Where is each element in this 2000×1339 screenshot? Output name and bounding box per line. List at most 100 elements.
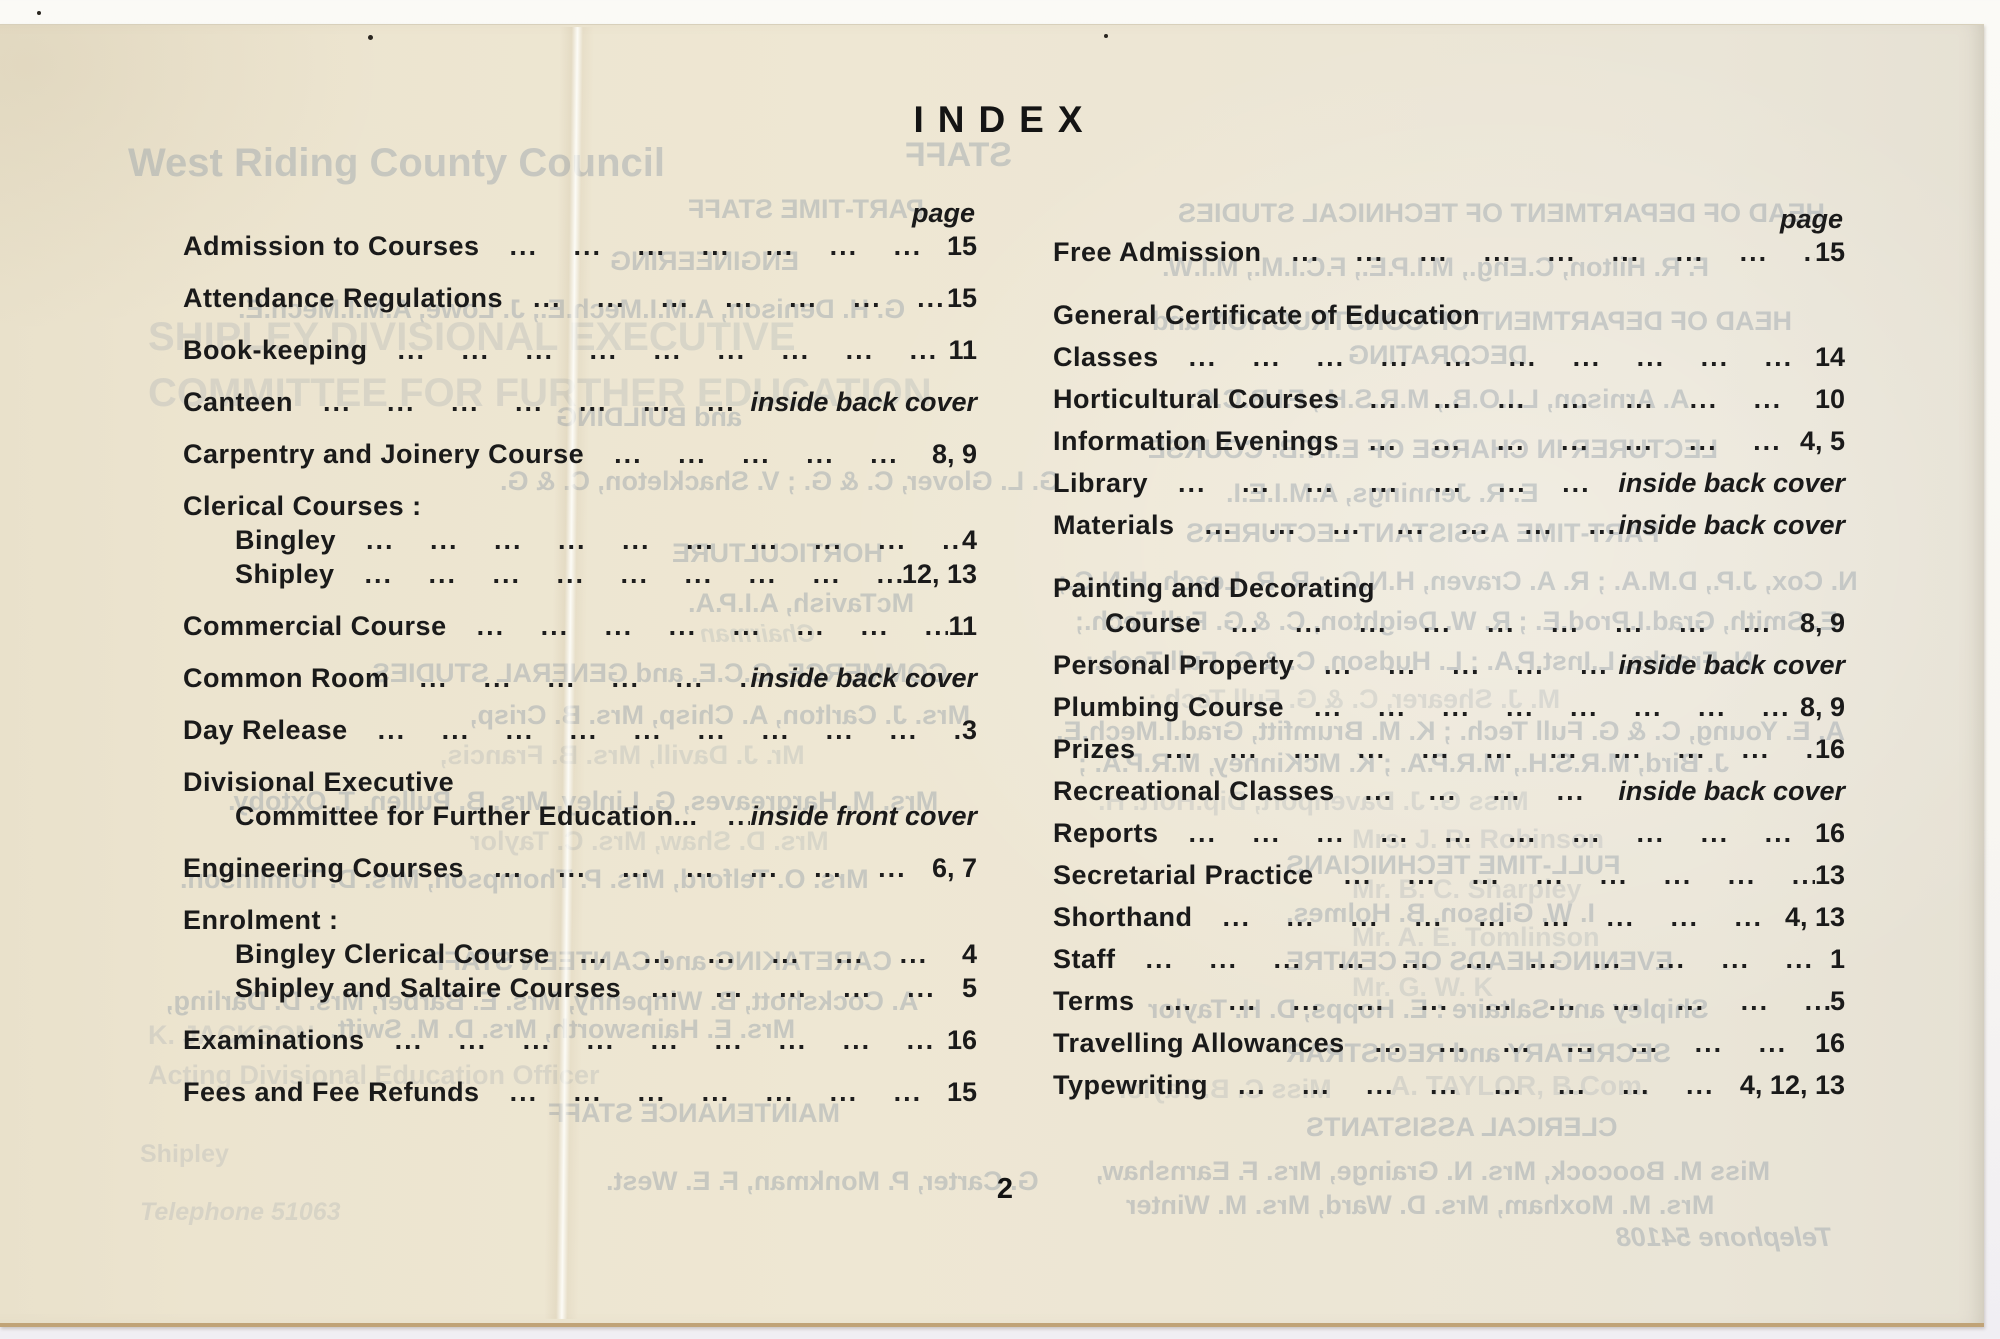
entry-page: 16 [946,1025,977,1055]
entry-page: 10 [1814,384,1845,414]
dot-leader: ... ... ... ... ... ... ... ... ... ... … [1324,650,1618,680]
entry-page: inside back cover [750,663,977,693]
index-entry: Information Evenings ... ... ... ... ... … [1053,425,1845,458]
dot-leader: ... ... ... ... ... ... ... ... ... ... … [1369,426,1800,456]
entry-label: Free Admission [1053,237,1262,267]
page-number: 2 [996,1173,1014,1205]
index-entry: Commercial Course ... ... ... ... ... ...… [183,610,977,643]
entry-page: 4, 5 [1799,426,1845,456]
entry-page: inside back cover [1618,468,1845,498]
entry-page: inside back cover [1618,650,1845,680]
entry-label: Personal Property [1053,650,1295,680]
index-entry: Plumbing Course ... ... ... ... ... ... .… [1053,691,1845,724]
dot-leader: ... ... ... ... ... ... ... ... ... ... … [476,611,949,641]
index-entry: Fees and Fee Refunds ... ... ... ... ... … [183,1076,977,1109]
dot-leader: ... ... ... ... ... ... ... ... ... ... … [1364,776,1619,806]
entry-page: 16 [1814,818,1845,848]
index-entry: Canteen ... ... ... ... ... ... ... ... .… [183,386,977,419]
index-entry: Shorthand ... ... ... ... ... ... ... ...… [1053,901,1845,934]
entry-label: Staff [1053,944,1116,974]
entry-label: Information Evenings [1053,426,1340,456]
entry-page: 14 [1814,342,1845,372]
entry-label: Prizes [1053,734,1136,764]
dot-leader: ... ... ... ... ... ... ... ... ... ... … [509,231,947,261]
index-entry: Shipley and Saltaire Courses ... ... ... … [183,972,977,1005]
entry-label: Bingley [235,525,337,555]
dot-leader: ... ... ... ... ... ... ... ... ... ... … [1222,902,1785,932]
entry-page: inside back cover [1618,776,1845,806]
entry-label: Plumbing Course [1053,692,1285,722]
index-entry: Free Admission ... ... ... ... ... ... ..… [1053,236,1845,269]
index-entry: Course ... ... ... ... ... ... ... ... ..… [1053,607,1845,640]
dot-leader: ... ... ... ... ... ... ... ... ... ... … [1165,734,1815,764]
dot-leader: ... ... ... ... ... ... ... ... ... ... … [1231,608,1800,638]
entry-label: Bingley Clerical Course [235,939,550,969]
entry-page: 4, 13 [1784,902,1845,932]
index-entry: Clerical Courses : [183,490,977,523]
dot-leader: ... ... ... ... ... ... ... ... ... ... … [397,335,949,365]
page-column-header-left: page [911,198,975,228]
dot-leader: ... ... ... ... ... ... ... ... ... ... … [323,387,750,417]
dot-leader: ... ... ... ... ... ... ... ... ... ... … [364,559,902,589]
dot-leader: ... ... ... ... ... ... ... ... ... ... … [533,283,947,313]
index-entry: Enrolment : [183,904,977,937]
page-column-header-right: page [1779,204,1843,234]
entry-label: Attendance Regulations [183,283,504,313]
dot-leader: ... ... ... ... ... ... ... ... ... ... … [1145,944,1830,974]
entry-label: Day Release [183,715,348,745]
dot-leader: ... ... ... ... ... ... ... ... ... ... … [366,525,962,555]
index-entry: Day Release ... ... ... ... ... ... ... .… [183,714,977,747]
index-entry: Typewriting ... ... ... ... ... ... ... .… [1053,1069,1845,1102]
index-entry: Terms ... ... ... ... ... ... ... ... ...… [1053,985,1845,1018]
dot-leader: ... ... ... ... ... ... ... ... ... ... … [614,439,932,469]
dot-leader: ... ... ... ... ... ... ... ... ... ... … [1343,860,1815,890]
entry-page: 12, 13 [901,559,977,589]
dot-leader: ... ... ... ... ... ... ... ... ... ... … [1178,468,1618,498]
entry-label: Typewriting [1053,1070,1209,1100]
entry-page: 11 [948,611,977,641]
dot-leader: ... ... ... ... ... ... ... ... ... ... … [1291,237,1815,267]
entry-label: Classes [1053,342,1159,372]
paper-speck [37,11,41,15]
entry-label: Canteen [183,387,294,417]
entry-label: Committee for Further Education... [235,801,698,831]
index-entry: Painting and Decorating [1053,572,1845,605]
index-entry: Committee for Further Education... ... ..… [183,800,977,833]
entry-label: Travelling Allowances [1053,1028,1345,1058]
index-entry: Travelling Allowances ... ... ... ... ...… [1053,1027,1845,1060]
index-entry: Staff ... ... ... ... ... ... ... ... ...… [1053,943,1845,976]
entry-page: 4, 12, 13 [1739,1070,1845,1100]
index-entry: Shipley ... ... ... ... ... ... ... ... .… [183,558,977,591]
bleedthrough-text: Telephone 54108 [1616,1222,1833,1252]
entry-label: Fees and Fee Refunds [183,1077,480,1107]
entry-label: Common Room [183,663,390,693]
entry-page: 15 [946,1077,977,1107]
dot-leader: ... ... ... ... ... ... ... ... ... ... … [377,715,962,745]
entry-page: 5 [1829,986,1845,1016]
dot-leader: ... ... ... ... ... ... ... ... ... ... … [1188,342,1815,372]
dot-leader: ... ... ... ... ... ... ... ... ... ... … [1314,692,1800,722]
entry-page: 11 [948,335,977,365]
entry-page: 8, 9 [931,439,977,469]
dot-leader: ... ... ... ... ... ... ... ... ... ... … [1238,1070,1740,1100]
index-entry: Divisional Executive [183,766,977,799]
paper-speck [1104,34,1108,38]
entry-page: 15 [1814,237,1845,267]
entry-label: Divisional Executive [183,767,455,797]
entry-label: Shipley [235,559,335,589]
entry-label: Recreational Classes [1053,776,1335,806]
index-entry: Horticultural Courses ... ... ... ... ...… [1053,383,1845,416]
entry-label: Engineering Courses [183,853,465,883]
dot-leader: ... ... ... ... ... ... ... ... ... ... … [1369,384,1815,414]
entry-page: 5 [961,973,977,1003]
index-entry: Examinations ... ... ... ... ... ... ... … [183,1024,977,1057]
entry-label: Secretarial Practice [1053,860,1314,890]
index-entry: Bingley Clerical Course ... ... ... ... .… [183,938,977,971]
entry-page: 15 [946,231,977,261]
index-entry: Materials ... ... ... ... ... ... ... ...… [1053,509,1845,542]
page-title: INDEX [913,99,1097,140]
entry-label: Clerical Courses : [183,491,422,521]
entry-label: Course [1105,608,1202,638]
entry-label: Materials [1053,510,1175,540]
dot-leader: ... ... ... ... ... ... ... ... ... ... … [1164,986,1830,1016]
